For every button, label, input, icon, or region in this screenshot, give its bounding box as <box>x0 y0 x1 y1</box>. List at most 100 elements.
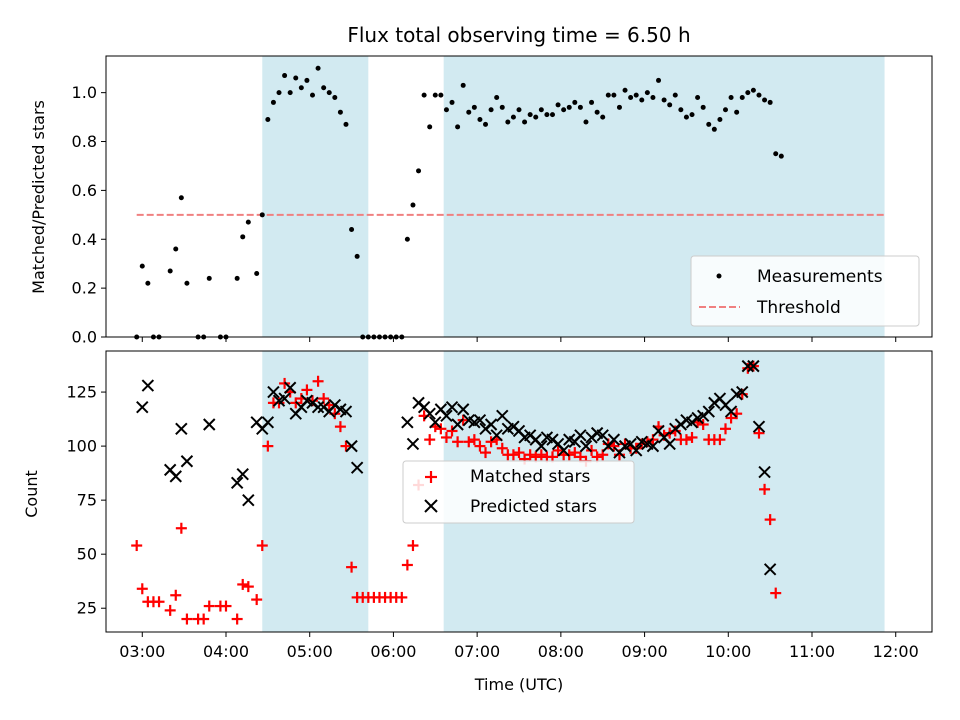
predicted-star-point <box>242 493 255 507</box>
matched-star-point <box>435 423 447 435</box>
matched-star-point <box>680 434 692 446</box>
matched-star-point <box>636 438 648 450</box>
xtick-label: 10:00 <box>705 642 751 661</box>
measurement-point <box>494 95 500 101</box>
predicted-star-stroke-b <box>763 563 777 576</box>
predicted-star-stroke-b <box>635 435 648 448</box>
predicted-star-stroke-b <box>512 424 526 438</box>
measurement-point <box>689 112 695 118</box>
measurement-point <box>254 270 260 276</box>
measurement-point <box>672 92 678 98</box>
measurement-point <box>466 109 472 115</box>
matched-star-point <box>736 388 748 400</box>
predicted-star-stroke-b <box>579 439 593 453</box>
matched-star-point <box>440 431 452 443</box>
predicted-star-point <box>236 468 249 481</box>
xtick-label: 05:00 <box>287 642 333 661</box>
bottom-ytick-label: 25 <box>77 599 97 618</box>
predicted-star-point <box>496 409 509 423</box>
predicted-star-stroke-b <box>456 403 470 416</box>
predicted-star-stroke-b <box>417 400 431 414</box>
measurement-point <box>332 95 338 101</box>
measurement-point <box>728 95 734 101</box>
measurement-point <box>293 75 299 81</box>
measurement-point <box>455 124 461 130</box>
predicted-star-stroke-b <box>663 437 676 451</box>
legend-threshold-label: Threshold <box>756 298 841 318</box>
matched-star-point <box>452 436 464 448</box>
measurement-point <box>265 117 271 123</box>
predicted-star-stroke-b <box>652 424 665 438</box>
measurement-point <box>628 95 634 101</box>
predicted-star-stroke-b <box>242 493 255 507</box>
predicted-star-stroke-b <box>624 437 637 451</box>
predicted-star-stroke-b <box>713 392 727 405</box>
predicted-star-point <box>490 429 503 442</box>
bottom-xticks: 03:00 04:00 05:00 06:00 07:00 08:00 09:00 10:00… <box>119 632 919 661</box>
bottom-legend: Matched stars Predicted stars <box>402 460 635 524</box>
bottom-shaded-region-1 <box>262 351 369 632</box>
measurement-point <box>538 107 544 113</box>
predicted-star-stroke-b <box>180 455 194 468</box>
predicted-star-stroke-b <box>724 405 738 418</box>
measurement-point <box>555 102 561 108</box>
matched-star-point <box>669 425 681 437</box>
predicted-star-stroke-b <box>646 439 660 453</box>
predicted-star-stroke-b <box>339 405 353 418</box>
predicted-star-stroke-b <box>529 433 542 446</box>
xtick-label: 11:00 <box>789 642 835 661</box>
matched-star-point <box>697 418 709 430</box>
matched-star-point <box>480 447 492 459</box>
matched-star-point <box>686 431 698 443</box>
bottom-points-layer <box>131 359 782 625</box>
predicted-star-point <box>180 455 194 468</box>
matched-star-point <box>346 561 358 573</box>
measurement-point <box>644 90 650 96</box>
matched-star-point <box>175 522 187 534</box>
measurement-point <box>583 119 589 125</box>
measurement-point <box>611 92 617 98</box>
matched-star-point <box>242 581 254 593</box>
predicted-star-stroke-b <box>747 359 760 373</box>
measurement-point <box>438 92 444 98</box>
predicted-star-stroke-b <box>283 381 297 394</box>
matched-star-point <box>496 442 508 454</box>
predicted-star-point <box>702 405 715 418</box>
predicted-star-point <box>596 429 609 442</box>
predicted-star-point <box>629 444 643 457</box>
measurement-point <box>700 104 706 110</box>
measurement-point <box>527 112 533 118</box>
xtick-label: 08:00 <box>538 642 584 661</box>
predicted-star-point <box>406 437 420 451</box>
measurement-point <box>354 253 360 259</box>
measurement-point <box>421 92 427 98</box>
matched-star-point <box>753 427 765 439</box>
measurement-point <box>343 121 349 127</box>
predicted-star-stroke-b <box>736 385 749 399</box>
measurement-point <box>544 112 550 118</box>
predicted-star-stroke-b <box>163 463 177 477</box>
predicted-star-stroke-b <box>311 400 325 414</box>
measurement-point <box>449 99 455 105</box>
top-ytick-label: 0.6 <box>72 181 97 200</box>
predicted-star-stroke-b <box>429 416 442 429</box>
predicted-star-stroke-b <box>334 403 347 416</box>
matched-star-point <box>396 591 408 603</box>
measurement-point <box>145 280 151 286</box>
measurement-point <box>488 107 494 113</box>
measurement-point <box>711 126 717 132</box>
predicted-star-point <box>345 439 358 453</box>
matched-star-point <box>535 449 547 461</box>
measurement-point <box>410 202 416 208</box>
top-ytick-label: 0.0 <box>72 328 97 347</box>
bottom-ytick-label: 50 <box>77 545 97 564</box>
measurement-point <box>667 102 673 108</box>
matched-star-point <box>424 434 436 446</box>
predicted-star-stroke-b <box>629 444 643 457</box>
predicted-star-point <box>169 470 182 483</box>
measurement-point <box>139 263 145 269</box>
predicted-star-point <box>136 400 149 414</box>
measurement-point <box>270 99 276 105</box>
legend-measurements-marker <box>716 273 722 279</box>
